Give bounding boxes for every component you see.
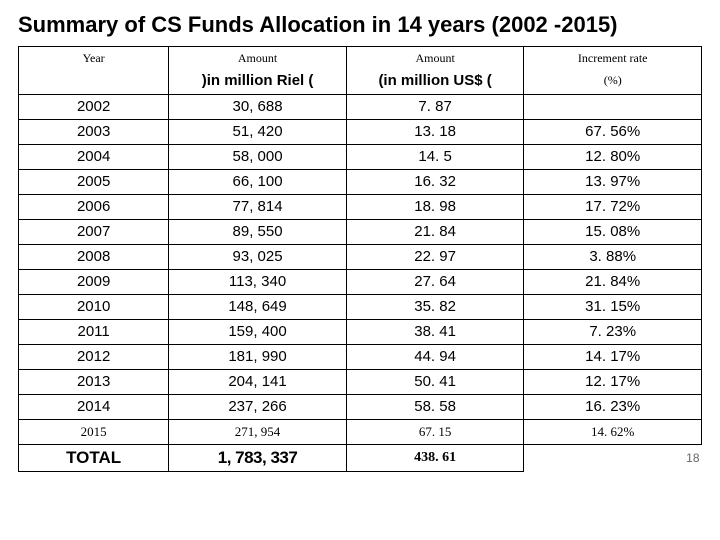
col-amount1-head: Amount bbox=[169, 47, 347, 69]
cell-rate: 13. 97% bbox=[524, 170, 702, 195]
cell-riel: 51, 420 bbox=[169, 120, 347, 145]
cell-rate: 18 bbox=[524, 445, 702, 472]
cell-year: TOTAL bbox=[19, 445, 169, 472]
cell-usd: 27. 64 bbox=[346, 270, 524, 295]
table-row: 200566, 10016. 3213. 97% bbox=[19, 170, 702, 195]
cell-year: 2008 bbox=[19, 245, 169, 270]
cell-usd: 13. 18 bbox=[346, 120, 524, 145]
cell-year: 2003 bbox=[19, 120, 169, 145]
cell-rate: 17. 72% bbox=[524, 195, 702, 220]
cell-rate: 31. 15% bbox=[524, 295, 702, 320]
cell-year: 2009 bbox=[19, 270, 169, 295]
cell-year: 2011 bbox=[19, 320, 169, 345]
cell-usd: 22. 97 bbox=[346, 245, 524, 270]
table-row: 2009113, 34027. 6421. 84% bbox=[19, 270, 702, 295]
cell-riel: 89, 550 bbox=[169, 220, 347, 245]
cell-rate: 7. 23% bbox=[524, 320, 702, 345]
cell-riel: 237, 266 bbox=[169, 395, 347, 420]
cell-riel: 66, 100 bbox=[169, 170, 347, 195]
cell-usd: 14. 5 bbox=[346, 145, 524, 170]
cell-rate: 14. 62% bbox=[524, 420, 702, 445]
cell-riel: 1, 783, 337 bbox=[169, 445, 347, 472]
cell-riel: 204, 141 bbox=[169, 370, 347, 395]
cell-year: 2012 bbox=[19, 345, 169, 370]
col-usd-sub: (in million US$ ( bbox=[346, 69, 524, 95]
col-year-sub bbox=[19, 69, 169, 95]
cell-usd: 58. 58 bbox=[346, 395, 524, 420]
cell-riel: 148, 649 bbox=[169, 295, 347, 320]
cell-rate: 12. 17% bbox=[524, 370, 702, 395]
cell-rate: 14. 17% bbox=[524, 345, 702, 370]
cell-usd: 38. 41 bbox=[346, 320, 524, 345]
table-row: 2013204, 14150. 4112. 17% bbox=[19, 370, 702, 395]
table-row: 2010148, 64935. 8231. 15% bbox=[19, 295, 702, 320]
cell-usd: 44. 94 bbox=[346, 345, 524, 370]
cell-usd: 18. 98 bbox=[346, 195, 524, 220]
cell-usd: 35. 82 bbox=[346, 295, 524, 320]
cell-usd: 438. 61 bbox=[346, 445, 524, 472]
cell-usd: 7. 87 bbox=[346, 95, 524, 120]
cell-riel: 93, 025 bbox=[169, 245, 347, 270]
table-row-total: TOTAL1, 783, 337438. 6118 bbox=[19, 445, 702, 472]
page-title: Summary of CS Funds Allocation in 14 yea… bbox=[18, 12, 702, 38]
table-row: 200893, 02522. 973. 88% bbox=[19, 245, 702, 270]
table-row-2015: 2015271, 95467. 1514. 62% bbox=[19, 420, 702, 445]
col-pct-sub: (%) bbox=[524, 69, 702, 95]
cell-usd: 50. 41 bbox=[346, 370, 524, 395]
cell-riel: 58, 000 bbox=[169, 145, 347, 170]
cell-year: 2006 bbox=[19, 195, 169, 220]
cell-year: 2014 bbox=[19, 395, 169, 420]
cell-usd: 21. 84 bbox=[346, 220, 524, 245]
table-row: 200230, 6887. 87 bbox=[19, 95, 702, 120]
cell-year: 2007 bbox=[19, 220, 169, 245]
cell-riel: 113, 340 bbox=[169, 270, 347, 295]
cell-year: 2010 bbox=[19, 295, 169, 320]
col-riel-sub: )in million Riel ( bbox=[169, 69, 347, 95]
cell-rate: 16. 23% bbox=[524, 395, 702, 420]
cell-usd: 16. 32 bbox=[346, 170, 524, 195]
table-row: 2011159, 40038. 417. 23% bbox=[19, 320, 702, 345]
cell-riel: 271, 954 bbox=[169, 420, 347, 445]
cell-rate: 21. 84% bbox=[524, 270, 702, 295]
cell-year: 2013 bbox=[19, 370, 169, 395]
cell-usd: 67. 15 bbox=[346, 420, 524, 445]
cell-rate: 15. 08% bbox=[524, 220, 702, 245]
col-year-head: Year bbox=[19, 47, 169, 69]
col-rate-head: Increment rate bbox=[524, 47, 702, 69]
table-row: 200458, 00014. 512. 80% bbox=[19, 145, 702, 170]
table-row: 2014237, 26658. 5816. 23% bbox=[19, 395, 702, 420]
cell-year: 2004 bbox=[19, 145, 169, 170]
cell-rate: 12. 80% bbox=[524, 145, 702, 170]
cell-year: 2002 bbox=[19, 95, 169, 120]
cell-riel: 159, 400 bbox=[169, 320, 347, 345]
cell-rate: 3. 88% bbox=[524, 245, 702, 270]
table-row: 2012181, 99044. 9414. 17% bbox=[19, 345, 702, 370]
table-row: 200351, 42013. 1867. 56% bbox=[19, 120, 702, 145]
cell-year: 2015 bbox=[19, 420, 169, 445]
cell-rate bbox=[524, 95, 702, 120]
table-row: 200677, 81418. 9817. 72% bbox=[19, 195, 702, 220]
cell-riel: 181, 990 bbox=[169, 345, 347, 370]
col-amount2-head: Amount bbox=[346, 47, 524, 69]
funds-table: Year Amount Amount Increment rate )in mi… bbox=[18, 46, 702, 472]
cell-riel: 30, 688 bbox=[169, 95, 347, 120]
table-row: 200789, 55021. 8415. 08% bbox=[19, 220, 702, 245]
cell-rate: 67. 56% bbox=[524, 120, 702, 145]
cell-year: 2005 bbox=[19, 170, 169, 195]
cell-riel: 77, 814 bbox=[169, 195, 347, 220]
